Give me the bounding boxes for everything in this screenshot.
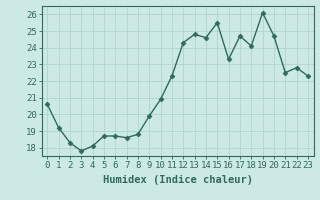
X-axis label: Humidex (Indice chaleur): Humidex (Indice chaleur) xyxy=(103,175,252,185)
